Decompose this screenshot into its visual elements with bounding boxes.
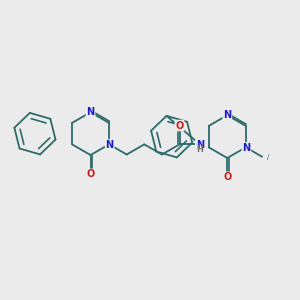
Text: O: O <box>223 172 231 182</box>
Text: N: N <box>223 110 231 120</box>
Text: H: H <box>196 145 203 154</box>
Text: N: N <box>196 140 204 150</box>
Text: O: O <box>176 121 184 130</box>
Text: /: / <box>268 154 270 160</box>
Text: N: N <box>242 143 250 153</box>
Text: N: N <box>86 107 94 117</box>
Text: O: O <box>86 169 95 179</box>
Text: N: N <box>106 140 114 150</box>
